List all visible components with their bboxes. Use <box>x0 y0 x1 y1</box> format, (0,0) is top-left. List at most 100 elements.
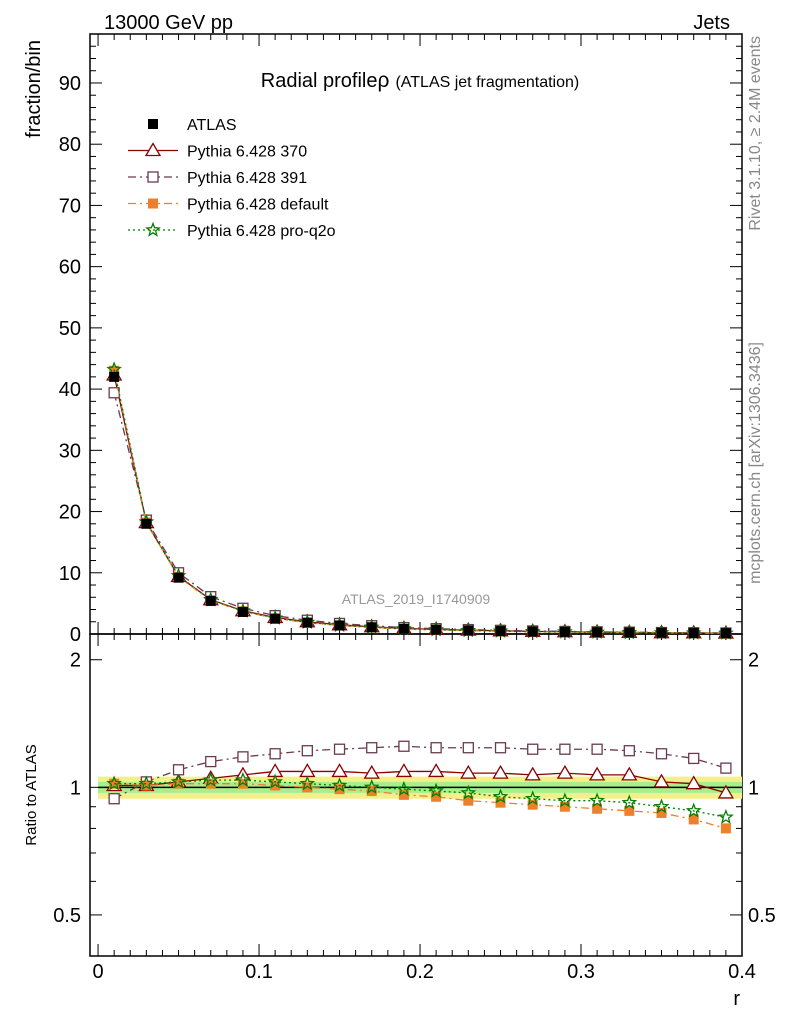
ratio-point-pythia-6-428-default <box>559 801 570 812</box>
ratio-point-pythia-6-428-pro-q2o <box>138 775 155 791</box>
ratio-point-pythia-6-428-370 <box>395 763 413 778</box>
ratio-point-pythia-6-428-391 <box>623 745 635 757</box>
ratio-ylabel: Ratio to ATLAS <box>23 744 40 845</box>
ratio-point-pythia-6-428-391 <box>655 748 668 760</box>
ratio-point-pythia-6-428-default <box>366 786 377 797</box>
y-tick-label: 70 <box>59 195 81 217</box>
ratio-point-pythia-6-428-391 <box>301 745 313 757</box>
main-point-atlas <box>173 572 184 583</box>
ratio-point-pythia-6-428-default <box>334 784 345 795</box>
ratio-point-pythia-6-428-391 <box>398 740 410 752</box>
ratio-tick-label-left: 0.5 <box>53 905 81 927</box>
legend-marker <box>144 142 162 157</box>
x-tick-label: 0.2 <box>406 961 434 983</box>
ratio-point-pythia-6-428-370 <box>492 764 509 779</box>
ratio-point-pythia-6-428-370 <box>524 766 541 781</box>
header-left: 13000 GeV pp <box>104 12 233 34</box>
ratio-point-pythia-6-428-default <box>141 780 152 791</box>
ratio-point-pythia-6-428-pro-q2o <box>267 773 284 789</box>
main-point-atlas <box>656 627 667 638</box>
ratio-point-pythia-6-428-pro-q2o <box>363 778 380 795</box>
legend: ATLAS Pythia 6.428 370 Pythia 6.428 391 Pyt… <box>128 117 336 240</box>
legend-label: Pythia 6.428 default <box>187 197 329 214</box>
ratio-point-pythia-6-428-pro-q2o <box>395 780 412 796</box>
legend-marker <box>148 198 158 209</box>
main-data-layer <box>106 361 735 640</box>
ratio-point-pythia-6-428-370 <box>460 764 477 779</box>
ratio-point-pythia-6-428-370 <box>299 763 316 778</box>
ratio-point-pythia-6-428-370 <box>363 764 380 779</box>
ratio-point-pythia-6-428-391 <box>366 742 378 754</box>
ratio-point-pythia-6-428-default <box>431 791 442 802</box>
ratio-point-pythia-6-428-default <box>270 780 281 791</box>
ratio-point-pythia-6-428-391 <box>688 752 700 765</box>
x-tick-label: 0.3 <box>567 961 595 983</box>
ratio-point-pythia-6-428-pro-q2o <box>589 792 606 808</box>
legend-marker <box>147 171 159 183</box>
main-point-atlas <box>270 613 281 624</box>
ratio-point-pythia-6-428-370 <box>653 773 670 788</box>
main-point-atlas <box>592 627 603 638</box>
mcplots-label: mcplots.cern.ch [arXiv:1306.3436] <box>747 342 764 584</box>
ratio-line-pythia-6-428-default <box>114 783 727 830</box>
ratio-point-pythia-6-428-default <box>592 803 603 814</box>
legend-label: Pythia 6.428 pro-q2o <box>187 223 336 240</box>
main-point-atlas <box>302 617 313 628</box>
legend-label: Pythia 6.428 370 <box>187 144 307 161</box>
y-tick-label: 80 <box>59 134 81 156</box>
main-point-atlas <box>624 627 635 638</box>
y-tick-label: 20 <box>59 502 81 524</box>
ratio-point-pythia-6-428-391 <box>269 748 281 760</box>
ratio-point-pythia-6-428-default <box>398 789 409 800</box>
main-point-atlas <box>334 620 345 631</box>
main-point-atlas <box>495 626 506 637</box>
ratio-point-pythia-6-428-pro-q2o <box>685 802 702 818</box>
ratio-tick-label-right: 0.5 <box>748 905 776 927</box>
ratio-point-pythia-6-428-default <box>495 797 506 808</box>
ratio-point-pythia-6-428-391 <box>430 742 442 754</box>
main-point-atlas <box>398 623 409 634</box>
main-point-atlas <box>366 622 377 633</box>
rivet-label: Rivet 3.1.10, ≥ 2.4M events <box>747 36 764 231</box>
ratio-point-pythia-6-428-pro-q2o <box>556 792 573 808</box>
ratio-point-pythia-6-428-370 <box>717 784 735 799</box>
ratio-point-pythia-6-428-pro-q2o <box>202 771 219 787</box>
ratio-tick-label-right: 1 <box>748 777 759 799</box>
ratio-point-pythia-6-428-default <box>656 807 667 818</box>
main-plot-frame: 0 10 20 30 40 50 60 70 80 90 <box>59 33 743 956</box>
ratio-point-pythia-6-428-default <box>624 805 635 816</box>
ratio-point-pythia-6-428-default <box>463 795 474 806</box>
ratio-point-pythia-6-428-pro-q2o <box>621 794 638 810</box>
ratio-tick-label-right: 2 <box>748 650 759 672</box>
analysis-id-label: ATLAS_2019_I1740909 <box>342 591 491 607</box>
ratio-tick-label-left: 2 <box>70 650 81 672</box>
x-axis-label: r <box>733 988 740 1010</box>
main-point-atlas <box>109 371 120 382</box>
legend-label: Pythia 6.428 391 <box>187 170 307 187</box>
ratio-point-pythia-6-428-370 <box>427 763 445 778</box>
legend-label: ATLAS <box>187 117 237 134</box>
ratio-point-pythia-6-428-pro-q2o <box>653 798 670 814</box>
ratio-point-pythia-6-428-pro-q2o <box>428 782 445 798</box>
legend-marker <box>145 221 161 237</box>
x-tick-label: 0.4 <box>728 961 756 983</box>
ratio-point-pythia-6-428-pro-q2o <box>299 775 316 791</box>
main-point-atlas <box>431 624 442 635</box>
ratio-point-pythia-6-428-391 <box>591 743 603 755</box>
ratio-point-pythia-6-428-pro-q2o <box>492 788 509 804</box>
ratio-point-pythia-6-428-default <box>173 778 184 789</box>
ratio-tick-label-left: 1 <box>70 777 81 799</box>
main-point-atlas <box>559 626 570 637</box>
ratio-point-pythia-6-428-default <box>720 823 731 834</box>
ratio-point-pythia-6-428-391 <box>559 743 571 755</box>
ratio-point-pythia-6-428-370 <box>556 764 574 779</box>
x-tick-label: 0.1 <box>245 961 273 983</box>
main-line-pythia-6-428-pro-q2o <box>113 369 726 634</box>
main-point-atlas <box>237 606 248 617</box>
ratio-point-pythia-6-428-370 <box>621 766 638 781</box>
ratio-point-pythia-6-428-default <box>688 814 699 825</box>
ratio-point-pythia-6-428-370 <box>331 763 348 778</box>
ratio-point-pythia-6-428-default <box>527 799 538 810</box>
ratio-point-pythia-6-428-391 <box>720 762 732 774</box>
